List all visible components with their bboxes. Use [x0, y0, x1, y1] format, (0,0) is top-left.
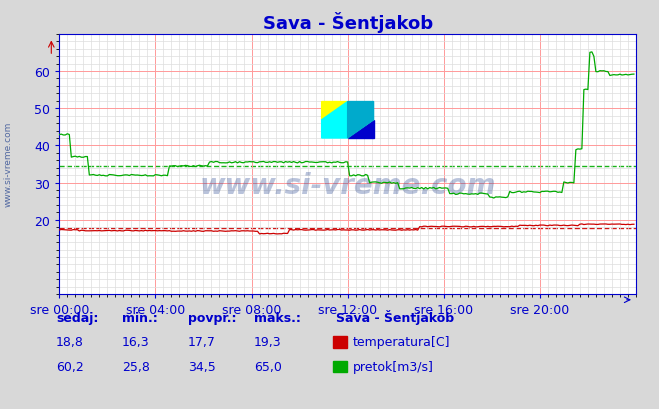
- Text: 16,3: 16,3: [122, 336, 150, 348]
- Text: min.:: min.:: [122, 311, 158, 324]
- Text: Sava - Šentjakob: Sava - Šentjakob: [336, 309, 454, 324]
- Polygon shape: [348, 121, 374, 139]
- Text: maks.:: maks.:: [254, 311, 301, 324]
- Title: Sava - Šentjakob: Sava - Šentjakob: [262, 12, 433, 33]
- Text: 25,8: 25,8: [122, 360, 150, 373]
- Text: 65,0: 65,0: [254, 360, 281, 373]
- Text: www.si-vreme.com: www.si-vreme.com: [200, 171, 496, 199]
- Polygon shape: [322, 102, 348, 139]
- Text: 34,5: 34,5: [188, 360, 215, 373]
- Polygon shape: [322, 102, 348, 121]
- Text: 19,3: 19,3: [254, 336, 281, 348]
- Text: 18,8: 18,8: [56, 336, 84, 348]
- Text: sedaj:: sedaj:: [56, 311, 98, 324]
- Polygon shape: [348, 102, 374, 139]
- Text: povpr.:: povpr.:: [188, 311, 237, 324]
- Text: pretok[m3/s]: pretok[m3/s]: [353, 360, 434, 373]
- Text: 17,7: 17,7: [188, 336, 215, 348]
- Text: 60,2: 60,2: [56, 360, 84, 373]
- Text: www.si-vreme.com: www.si-vreme.com: [4, 121, 13, 206]
- Text: temperatura[C]: temperatura[C]: [353, 336, 450, 348]
